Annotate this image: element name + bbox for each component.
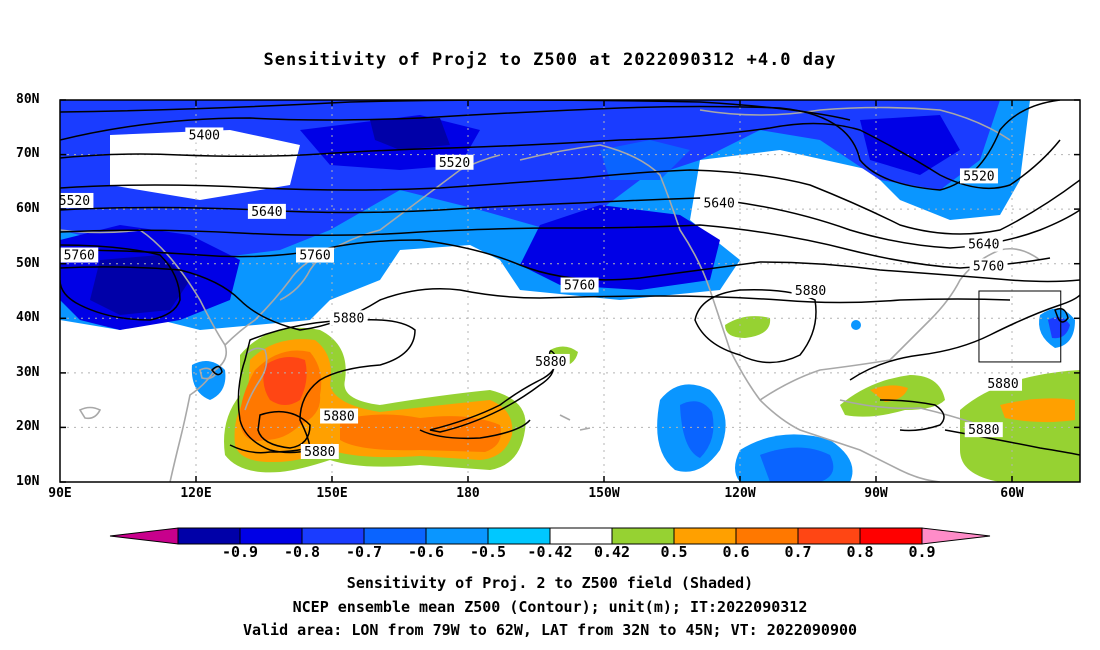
colorbar-swatch [611, 527, 675, 545]
contour-label: 5880 [968, 423, 999, 438]
contour-label-bg [560, 277, 599, 293]
colorbar-label: 0.5 [660, 543, 688, 561]
contour-label: 5880 [987, 377, 1018, 392]
contour-label-bg [959, 168, 998, 184]
lon-label: 150W [588, 486, 620, 501]
coastline [60, 106, 1041, 482]
colorbar-swatch [859, 527, 923, 545]
contour-label: 5880 [333, 311, 364, 326]
contour-label-bg [969, 258, 1008, 274]
colorbar-label: -0.7 [345, 543, 383, 561]
colorbar-swatch [735, 527, 799, 545]
contour-label-bg [329, 310, 368, 326]
contour-label: 5880 [304, 445, 335, 460]
colorbar-label: 0.6 [722, 543, 750, 561]
contour-label: 5640 [251, 205, 282, 220]
lat-label: 50N [16, 256, 40, 271]
lat-label: 80N [16, 92, 40, 107]
contour-label: 5880 [535, 355, 566, 370]
contour-label: 5640 [703, 197, 734, 212]
colorbar-swatch [363, 527, 427, 545]
contour-label-bg [964, 236, 1003, 252]
colorbar-swatch [487, 527, 551, 545]
colorbar-swatch [239, 527, 303, 545]
valid-area-box [978, 290, 1062, 363]
contour-label: 5760 [564, 279, 595, 294]
contour-label-bg [300, 443, 339, 459]
lon-label: 60W [1000, 486, 1024, 501]
lat-label: 30N [16, 365, 40, 380]
contour-label: 5880 [323, 410, 354, 425]
colorbar-low-extend [109, 527, 179, 545]
caption-contour: NCEP ensemble mean Z500 (Contour); unit(… [292, 598, 808, 616]
colorbar-swatch [673, 527, 737, 545]
colorbar-label: -0.5 [469, 543, 507, 561]
contour-label-bg [435, 154, 474, 170]
lon-label: 150E [316, 486, 348, 501]
lon-label: 120W [724, 486, 756, 501]
contour-label: 5520 [59, 194, 90, 209]
map-title: Sensitivity of Proj2 to Z500 at 20220903… [263, 50, 837, 70]
contour-label-bg [320, 408, 359, 424]
colorbar-swatch [797, 527, 861, 545]
lon-label: 180 [456, 486, 480, 501]
colorbar [109, 527, 991, 545]
contour-label-bg [964, 422, 1003, 438]
contour-label-bg [791, 283, 830, 298]
contour-label: 5760 [973, 259, 1004, 274]
colorbar-swatch [301, 527, 365, 545]
contour-label: 5760 [64, 249, 95, 264]
contour-label: 5880 [795, 284, 826, 299]
lat-label: 60N [16, 201, 40, 216]
contour-labels: 5400 5520 5520 5520 5640 5640 5640 5760 5760 5760… [59, 127, 1023, 460]
colorbar-label: -0.6 [407, 543, 445, 561]
contour-label-bg [984, 375, 1023, 391]
colorbar-label: 0.8 [846, 543, 874, 561]
colorbar-swatch [425, 527, 489, 545]
caption-valid-area: Valid area: LON from 79W to 62W, LAT fro… [242, 621, 858, 639]
lat-label: 40N [16, 310, 40, 325]
contour-label-bg [296, 247, 334, 263]
colorbar-label: 0.7 [784, 543, 812, 561]
lon-label: 120E [180, 486, 212, 501]
lat-label: 70N [16, 146, 40, 161]
colorbar-label: 0.9 [908, 543, 936, 561]
contour-label-bg [247, 203, 286, 219]
contour-label: 5640 [968, 238, 999, 253]
contour-label: 5400 [189, 128, 220, 143]
colorbar-label: -0.42 [527, 543, 573, 561]
contour-label: 5520 [963, 169, 994, 184]
plot-frame [59, 99, 1081, 483]
lat-label: 20N [16, 419, 40, 434]
colorbar-swatch [177, 527, 241, 545]
contour-label-bg [185, 127, 224, 143]
axis-ticks [60, 99, 1080, 483]
contour-label: 5760 [299, 249, 330, 264]
lat-label: 10N [16, 474, 40, 489]
contour-label: 5520 [439, 156, 470, 171]
caption-shaded: Sensitivity of Proj. 2 to Z500 field (Sh… [346, 574, 754, 592]
colorbar-label: -0.8 [283, 543, 321, 561]
colorbar-label: 0.42 [593, 543, 631, 561]
colorbar-high-extend [921, 527, 991, 545]
colorbar-label: -0.9 [221, 543, 259, 561]
colorbar-swatch [549, 527, 613, 545]
lon-label: 90W [864, 486, 888, 501]
contour-label-bg [60, 192, 94, 208]
lon-label: 90E [48, 486, 72, 501]
contour-label-bg [700, 195, 739, 211]
contour-label-bg [531, 353, 570, 369]
contour-label-bg [60, 247, 99, 263]
